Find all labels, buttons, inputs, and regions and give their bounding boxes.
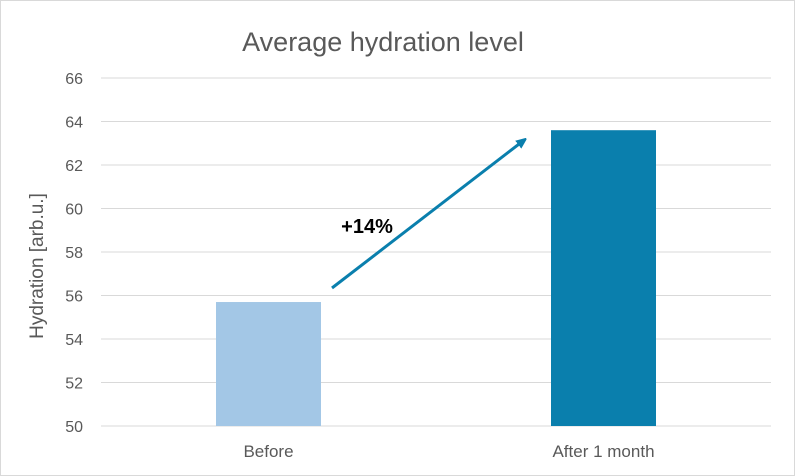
- gridlines: [101, 77, 771, 427]
- y-axis-ticks: 50 52 54 56 58 60 62 64 66: [65, 71, 83, 436]
- x-axis-categories: Before After 1 month: [243, 442, 654, 461]
- y-tick-label: 54: [65, 332, 83, 349]
- y-tick-label: 62: [65, 158, 83, 175]
- bar-before: [216, 302, 321, 426]
- y-axis-label: Hydration [arb.u.]: [27, 193, 48, 339]
- y-tick-label: 56: [65, 289, 83, 306]
- y-tick-label: 52: [65, 376, 83, 393]
- y-tick-label: 60: [65, 202, 83, 219]
- percent-change-label: +14%: [341, 216, 393, 238]
- x-category-label: Before: [243, 442, 293, 461]
- y-tick-label: 58: [65, 245, 83, 262]
- bars: [216, 130, 656, 426]
- y-tick-label: 66: [65, 71, 83, 88]
- increase-arrow: [331, 141, 523, 290]
- x-category-label: After 1 month: [552, 442, 654, 461]
- y-tick-label: 50: [65, 419, 83, 436]
- y-tick-label: 64: [65, 115, 83, 132]
- bar-after-1-month: [551, 130, 656, 426]
- chart-title: Average hydration level: [242, 27, 524, 57]
